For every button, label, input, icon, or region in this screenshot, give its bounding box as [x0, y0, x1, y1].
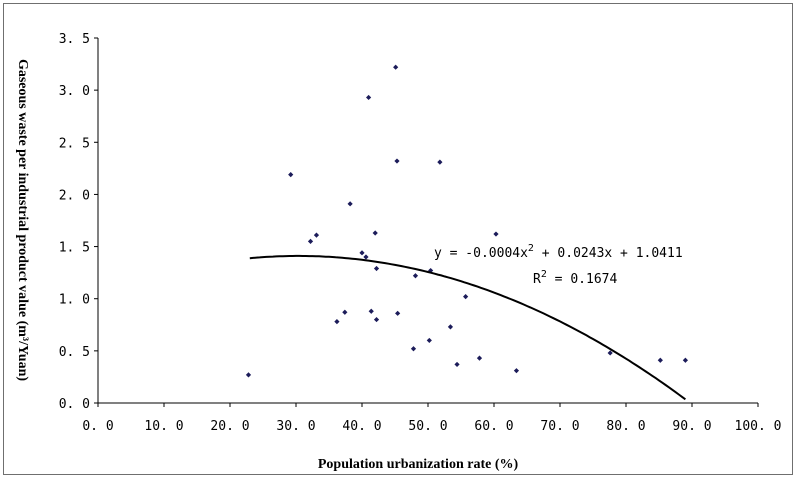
data-point — [368, 308, 374, 314]
x-tick-label: 70. 0 — [540, 419, 579, 434]
data-point — [463, 294, 469, 300]
data-point — [428, 267, 434, 274]
data-point — [342, 309, 348, 315]
r-squared-label: R2 = 0.1674 — [533, 269, 617, 287]
x-tick-label: 30. 0 — [276, 419, 315, 434]
chart-frame: 0. 0 10. 0 20. 0 30. 0 40. 0 50. 0 60. 0 70. 0 8… — [3, 3, 793, 475]
data-point — [373, 265, 380, 272]
data-point — [513, 368, 520, 374]
data-point — [359, 250, 365, 256]
data-point — [410, 346, 417, 352]
y-tick-label: 2. 0 — [59, 188, 90, 203]
trendline-equation: y = -0.0004x2 + 0.0243x + 1.0411 — [434, 243, 683, 261]
data-point — [366, 94, 372, 101]
x-tick-label: 10. 0 — [144, 419, 183, 434]
x-tick-label: 60. 0 — [474, 419, 513, 434]
y-tick-label: 3. 0 — [59, 84, 90, 99]
data-point — [394, 158, 400, 164]
x-tick-label: 0. 0 — [82, 419, 113, 434]
data-point — [426, 337, 432, 344]
data-point — [372, 230, 378, 236]
data-point — [412, 273, 419, 279]
data-point — [395, 310, 401, 316]
data-point — [245, 372, 252, 378]
y-tick-label: 3. 5 — [59, 32, 90, 47]
axes — [94, 37, 759, 407]
x-tick-label: 90. 0 — [672, 419, 711, 434]
data-point — [393, 64, 399, 70]
x-tick-label: 50. 0 — [408, 419, 447, 434]
x-tick-label: 100. 0 — [735, 419, 782, 434]
y-tick-label: 1. 5 — [59, 241, 90, 256]
data-point — [373, 316, 380, 323]
data-point — [437, 159, 443, 165]
x-axis-title: Population urbanization rate (%) — [318, 457, 519, 472]
x-tick-label: 20. 0 — [210, 419, 249, 434]
y-tick-label: 0. 5 — [59, 345, 90, 360]
data-point — [607, 350, 613, 356]
y-axis-title: Gaseous waste per industrial product val… — [15, 59, 30, 381]
tick-labels: 0. 0 10. 0 20. 0 30. 0 40. 0 50. 0 60. 0 70. 0 8… — [59, 32, 782, 434]
x-tick-label: 80. 0 — [606, 419, 645, 434]
data-point — [476, 355, 483, 361]
data-point — [454, 361, 460, 368]
data-point — [493, 231, 499, 237]
data-point — [288, 172, 294, 178]
data-point — [313, 232, 320, 238]
trendline — [249, 254, 686, 401]
data-points — [245, 64, 688, 378]
x-tick-label: 40. 0 — [342, 419, 381, 434]
data-point — [682, 357, 688, 363]
data-point — [347, 201, 353, 207]
y-tick-label: 1. 0 — [59, 293, 90, 308]
data-point — [307, 238, 314, 244]
data-point — [363, 254, 369, 260]
y-tick-label: 2. 5 — [59, 136, 90, 151]
data-point — [657, 357, 663, 363]
data-point — [334, 319, 340, 325]
data-point — [447, 324, 454, 330]
y-tick-label: 0. 0 — [59, 397, 90, 412]
scatter-chart: 0. 0 10. 0 20. 0 30. 0 40. 0 50. 0 60. 0 70. 0 8… — [15, 32, 782, 472]
